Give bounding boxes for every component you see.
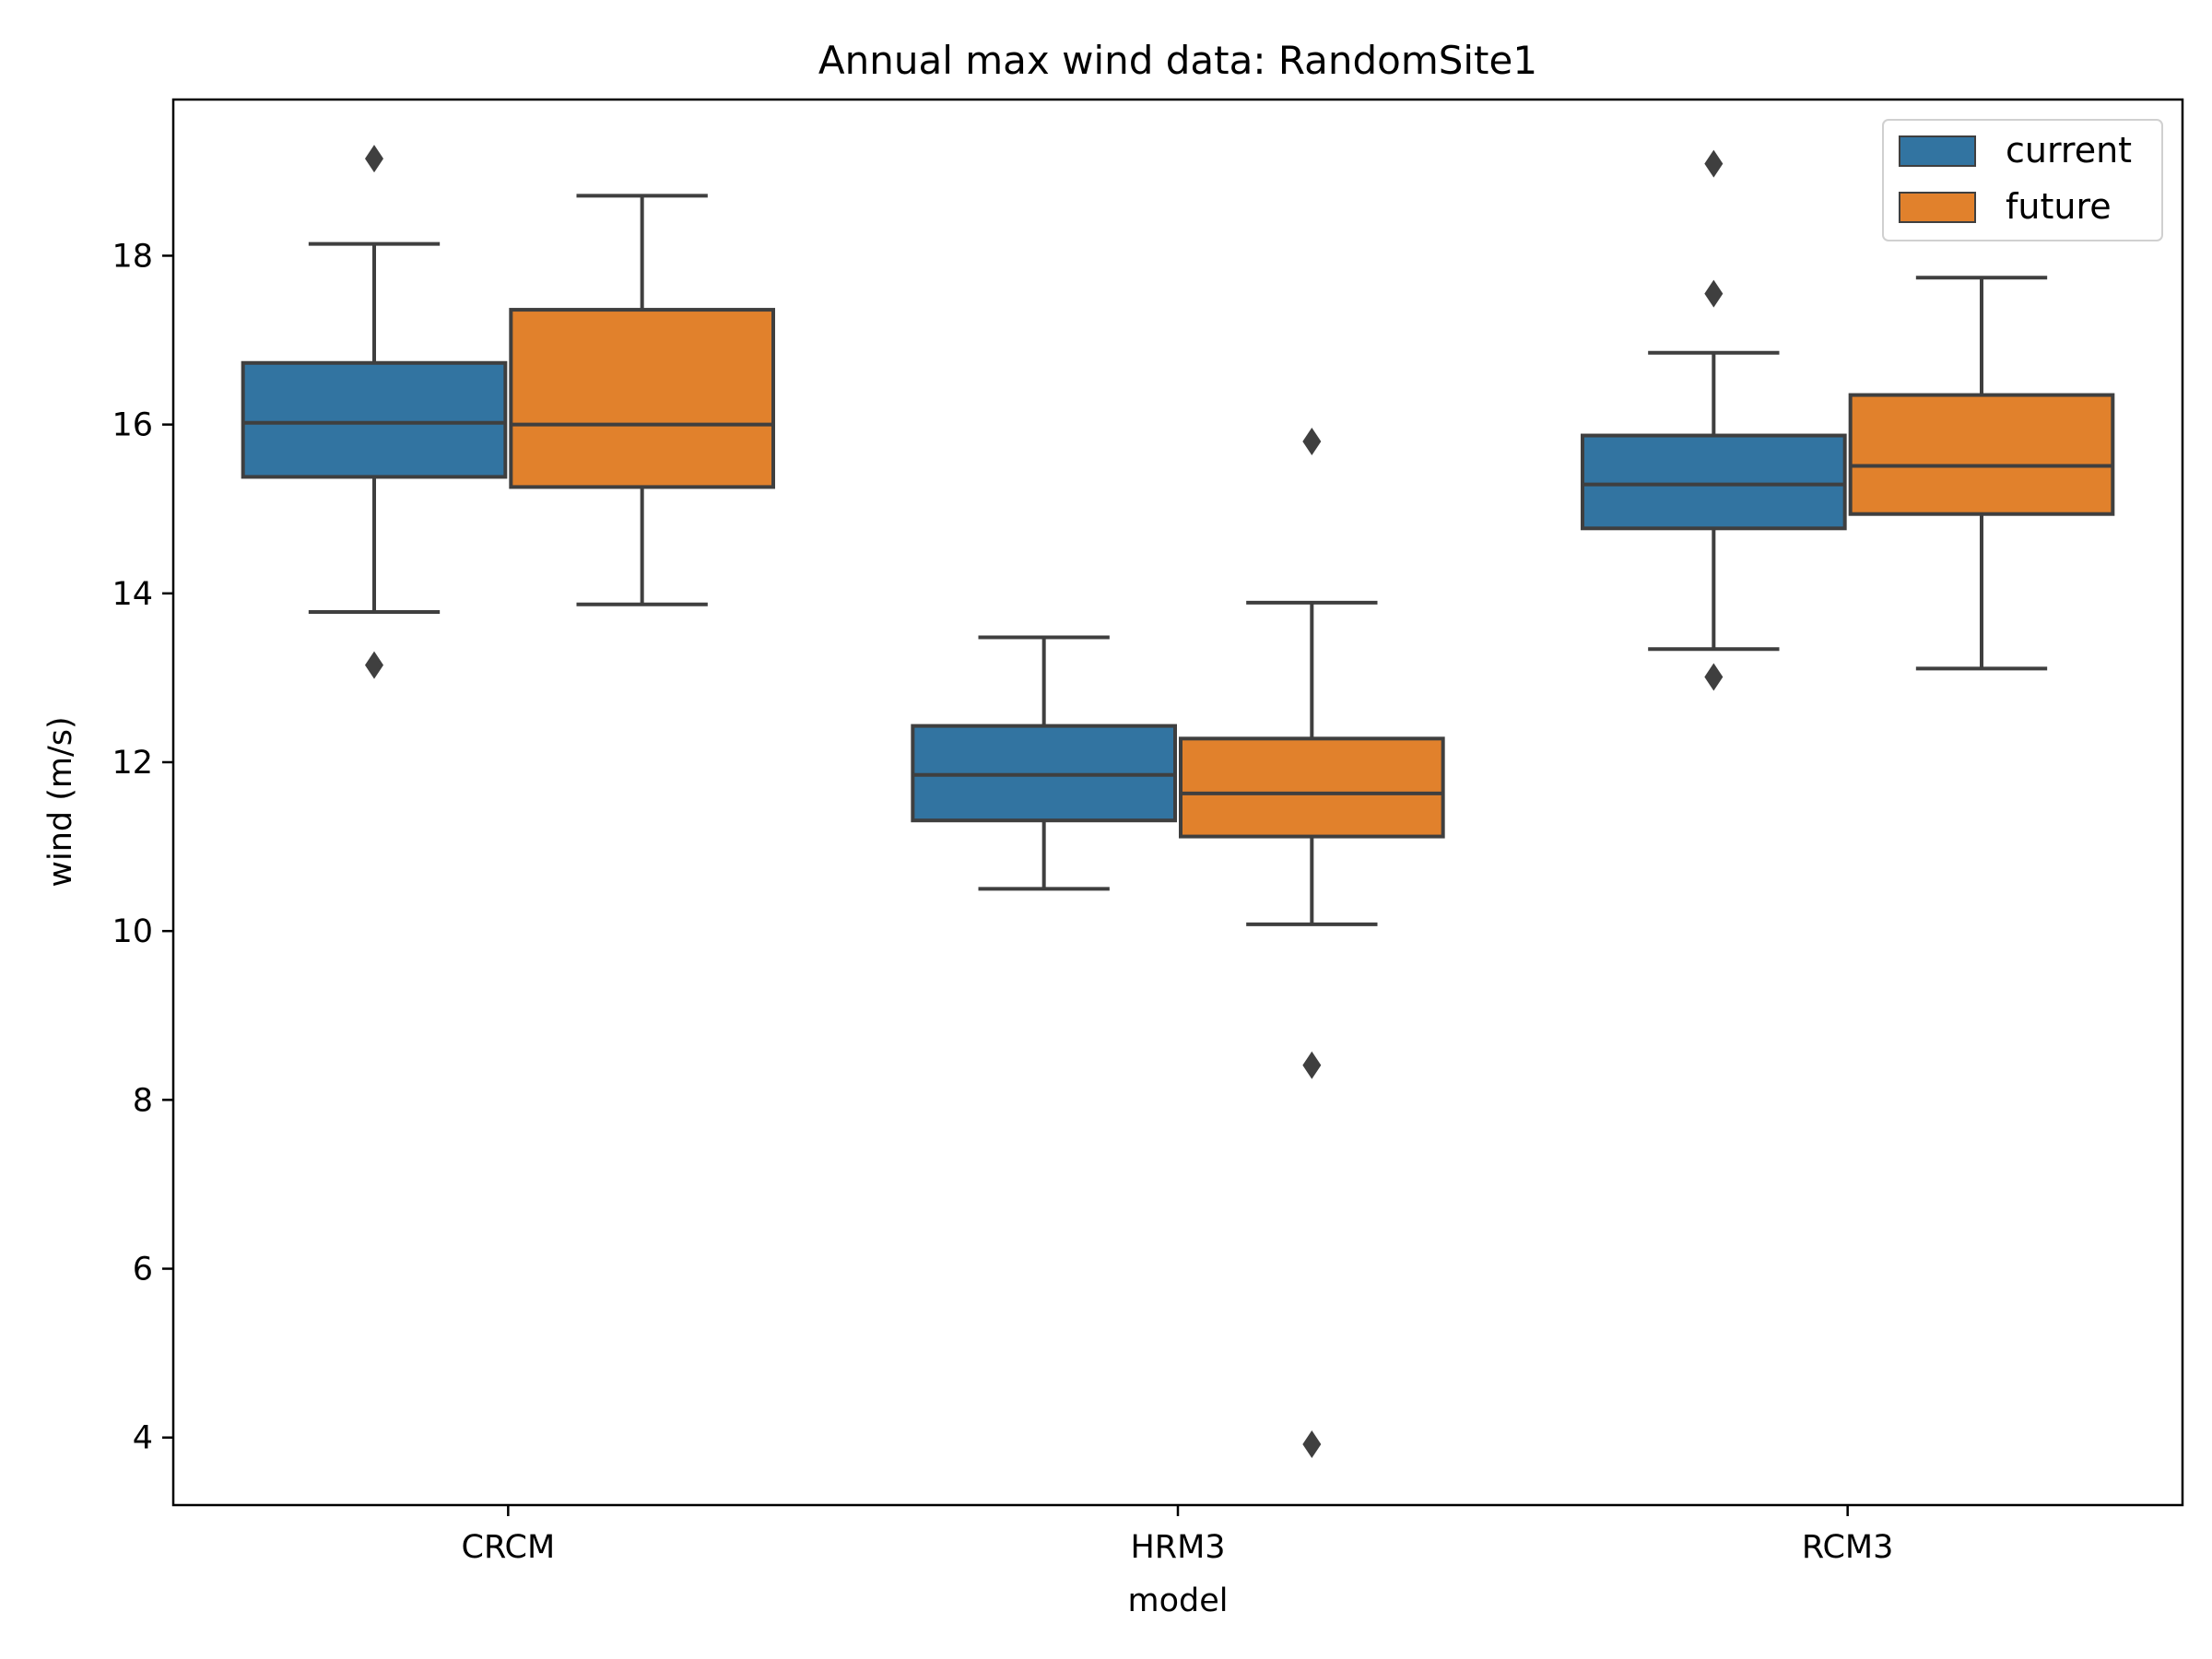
y-tick-label: 6 (133, 1252, 153, 1288)
box-current-RCM3 (1581, 149, 1847, 691)
y-tick-label: 4 (133, 1420, 153, 1457)
outlier-point (365, 145, 383, 173)
outlier-point (1302, 1430, 1322, 1459)
box-current-HRM3 (911, 635, 1177, 891)
x-tick-label: RCM3 (1802, 1529, 1893, 1566)
x-axis: CRCM HRM3 RCM3 (462, 1505, 1893, 1566)
y-tick-label: 16 (112, 407, 153, 444)
x-tick-label: HRM3 (1130, 1529, 1225, 1566)
y-tick-label: 12 (112, 745, 153, 782)
box-body (1848, 393, 2115, 516)
box-current-CRCM (241, 145, 508, 679)
box-body (241, 360, 508, 479)
outlier-point (1302, 427, 1322, 455)
box-future-RCM3 (1848, 276, 2115, 671)
box-body (1581, 433, 1847, 531)
legend-swatch-future (1899, 192, 1976, 223)
y-tick-label: 14 (112, 576, 153, 613)
outlier-point (365, 651, 383, 679)
y-tick-label: 10 (112, 913, 153, 950)
outlier-point (1302, 1051, 1322, 1079)
plot-frame (171, 98, 2184, 1507)
chart-title: Annual max wind data: RandomSite1 (818, 38, 1537, 83)
box-body (509, 308, 775, 489)
box-body (1179, 736, 1445, 839)
outlier-point (1704, 663, 1724, 691)
x-tick-label: CRCM (462, 1529, 556, 1566)
x-axis-label: model (1128, 1583, 1229, 1619)
legend-label-future: future (2006, 186, 2112, 227)
y-tick-label: 8 (133, 1082, 153, 1119)
legend: current future (1882, 119, 2163, 241)
legend-label-current: current (2006, 130, 2132, 171)
y-axis: 4 6 8 10 12 14 16 18 (112, 238, 173, 1457)
box-future-HRM3 (1179, 427, 1445, 1459)
plot-marks (241, 145, 2115, 1459)
y-tick-label: 18 (112, 238, 153, 275)
y-axis-label: wind (m/s) (42, 716, 79, 887)
outlier-point (1704, 149, 1724, 178)
box-future-CRCM (509, 194, 775, 606)
legend-swatch-current (1899, 135, 1976, 167)
outlier-point (1704, 279, 1724, 308)
